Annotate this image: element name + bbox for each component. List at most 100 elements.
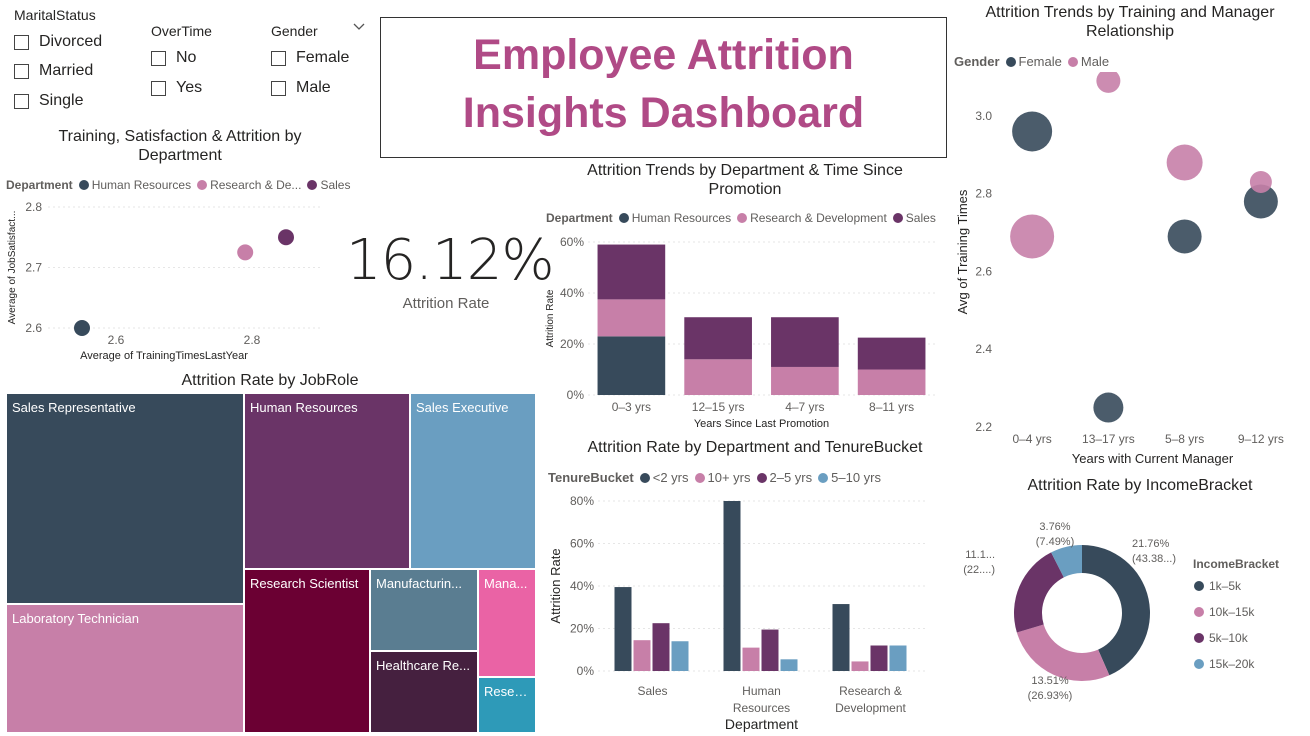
legend-item-female[interactable]: Female	[1005, 54, 1062, 69]
slice-label: (43.38...)	[1132, 553, 1176, 565]
x-tick-label: 5–8 yrs	[1165, 432, 1204, 446]
overtime-option-yes[interactable]: Yes	[151, 79, 202, 97]
y-axis-label: Attrition Rate	[545, 289, 556, 347]
scatter-point	[74, 320, 90, 336]
treemap-cell[interactable]: Mana...	[478, 569, 536, 677]
x-tick-label: Resources	[733, 701, 790, 715]
checkbox[interactable]	[271, 80, 286, 96]
legend-item-lt2[interactable]: <2 yrs	[639, 470, 689, 485]
legend-item-rd[interactable]: Research & Development	[737, 211, 887, 225]
bar-segment	[857, 369, 926, 395]
y-axis-label: Avg of Training Times	[955, 189, 970, 314]
scatter-point	[278, 229, 294, 246]
slice-label: (7.49%)	[1036, 536, 1075, 548]
manager-chart-title: Attrition Trends by Training and Manager…	[985, 4, 1275, 40]
bar	[723, 501, 741, 671]
bubble	[1096, 72, 1121, 93]
slice-label: 13.51%	[1031, 675, 1069, 687]
checkbox[interactable]	[14, 63, 29, 79]
legend-item-hr[interactable]: Human Resources	[618, 211, 731, 225]
legend-item-rd[interactable]: Research & De...	[197, 178, 301, 192]
marital-option-single[interactable]: Single	[14, 92, 83, 110]
slice-label: (26.93%)	[1028, 690, 1073, 702]
overtime-option-no[interactable]: No	[151, 49, 196, 67]
bar	[870, 645, 888, 671]
y-tick-label: 80%	[570, 494, 594, 508]
bubble	[1010, 214, 1055, 259]
legend-dot	[1194, 659, 1204, 669]
checkbox[interactable]	[271, 50, 286, 66]
x-axis-label: Department	[725, 716, 798, 732]
x-tick-label: 0–4 yrs	[1012, 432, 1051, 446]
treemap-cell[interactable]: Healthcare Re...	[370, 651, 478, 733]
y-tick-label: 0%	[577, 664, 595, 678]
bar	[780, 659, 798, 671]
y-tick-label: 60%	[560, 235, 584, 249]
legend-item-5to10[interactable]: 5–10 yrs	[818, 470, 881, 485]
x-tick-label: 4–7 yrs	[785, 400, 824, 414]
treemap-cell[interactable]: Resea...	[478, 677, 536, 733]
legend-item-hr[interactable]: Human Resources	[78, 178, 191, 192]
treemap-cell[interactable]: Sales Representative	[6, 393, 244, 604]
bar-segment	[771, 366, 839, 395]
donut-slice	[1051, 545, 1082, 578]
bubble	[1249, 171, 1272, 193]
legend-label: 10k–15k	[1209, 605, 1255, 619]
y-tick-label: 2.6	[25, 321, 42, 335]
dashboard-title-line2: Insights Dashboard	[462, 89, 865, 137]
treemap-cell[interactable]: Manufacturin...	[370, 569, 478, 651]
dashboard-title-box: Employee Attrition Insights Dashboard	[380, 17, 947, 158]
legend-item-2to5[interactable]: 2–5 yrs	[756, 470, 812, 485]
scatter-dept-legend: Department Human Resources Research & De…	[6, 178, 351, 192]
bar-segment	[597, 299, 666, 337]
y-tick-label: 3.0	[975, 109, 992, 123]
kpi-label: Attrition Rate	[402, 295, 490, 312]
treemap-cell[interactable]: Human Resources	[244, 393, 410, 569]
x-tick-label: 2.6	[108, 333, 125, 347]
bar	[851, 661, 869, 671]
x-tick-label: 9–12 yrs	[1238, 432, 1284, 446]
x-tick-label: 12–15 yrs	[692, 400, 745, 414]
x-axis-label: Years with Current Manager	[1072, 451, 1234, 466]
checkbox[interactable]	[151, 80, 166, 96]
y-tick-label: 40%	[570, 579, 594, 593]
income-donut-chart: 21.76% (43.38...) 13.51% (26.93%) 11.1... (22…	[963, 521, 1279, 702]
bar-segment	[857, 337, 926, 370]
slice-label: 11.1...	[965, 549, 995, 561]
treemap-title: Attrition Rate by JobRole	[181, 372, 359, 389]
bubble	[1012, 111, 1053, 152]
gender-option-female[interactable]: Female	[271, 49, 349, 67]
dashboard-title-line1: Employee Attrition	[473, 31, 854, 79]
checkbox[interactable]	[14, 34, 29, 50]
checkbox[interactable]	[151, 50, 166, 66]
treemap-cell[interactable]: Sales Executive	[410, 393, 536, 569]
tenure-legend: TenureBucket <2 yrs 10+ yrs 2–5 yrs 5–10…	[548, 470, 882, 485]
y-tick-label: 0%	[567, 388, 585, 402]
marital-option-divorced[interactable]: Divorced	[14, 33, 102, 51]
y-tick-label: 20%	[570, 622, 594, 636]
gender-option-male[interactable]: Male	[271, 79, 331, 97]
treemap-cell[interactable]: Research Scientist	[244, 569, 370, 733]
y-tick-label: 20%	[560, 337, 584, 351]
bar	[742, 647, 760, 671]
legend-item-sales[interactable]: Sales	[307, 178, 350, 192]
marital-slicer-title: MaritalStatus	[14, 7, 96, 23]
checkbox[interactable]	[14, 93, 29, 109]
bar	[633, 640, 651, 671]
slice-label: (22....)	[963, 564, 995, 576]
bubble	[1167, 219, 1202, 254]
legend-label: 1k–5k	[1209, 579, 1242, 593]
treemap-cell[interactable]: Laboratory Technician	[6, 604, 244, 733]
y-tick-label: 2.7	[25, 261, 42, 275]
legend-item-10plus[interactable]: 10+ yrs	[694, 470, 751, 485]
manager-legend: Gender Female Male	[954, 54, 1110, 69]
legend-dot	[1194, 581, 1204, 591]
legend-item-male[interactable]: Male	[1067, 54, 1109, 69]
donut-slice	[1014, 552, 1064, 633]
marital-option-married[interactable]: Married	[14, 62, 93, 80]
bar-segment	[684, 317, 752, 360]
promo-legend: Department Human Resources Research & De…	[546, 211, 936, 225]
chevron-down-icon[interactable]	[352, 20, 366, 39]
y-tick-label: 2.2	[975, 420, 992, 434]
legend-item-sales[interactable]: Sales	[892, 211, 936, 225]
